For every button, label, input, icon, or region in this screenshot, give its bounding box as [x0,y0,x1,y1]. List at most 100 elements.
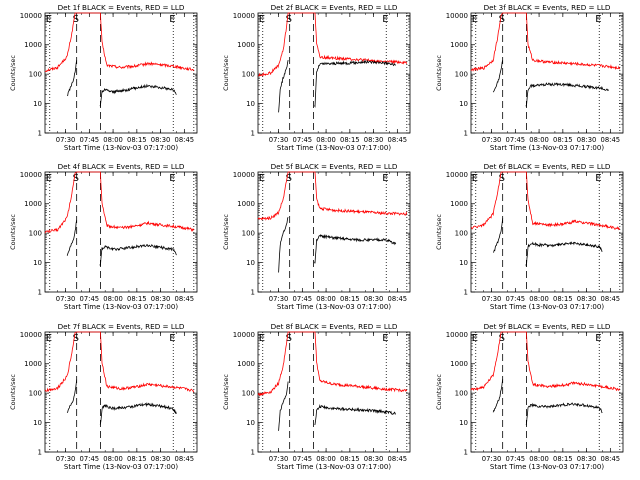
x-axis-label: Start Time (13-Nov-03 07:17:00) [490,463,604,471]
series-events-line [278,381,397,431]
y-tick-label: 1 [251,130,255,138]
x-axis-label: Start Time (13-Nov-03 07:17:00) [277,144,391,152]
chart-panel-3: Det 3f BLACK = Events, RED = LLD Counts/s… [435,3,624,152]
y-axis-label: Counts/sec [9,214,17,250]
marker-label: E [382,14,388,25]
y-tick-label: 10000 [446,171,468,179]
series-lld-line [470,331,621,392]
series-events-line [67,60,177,108]
y-tick-label: 1 [38,130,42,138]
x-tick-label: 08:15 [553,455,573,463]
y-tick-label: 10000 [20,331,42,339]
chart-panel-8: Det 8f BLACK = Events, RED = LLD Counts/s… [222,322,411,471]
marker-label: E [472,14,478,25]
series-events-line [492,379,603,426]
y-tick-label: 10 [246,419,255,427]
y-tick-label: 10000 [20,171,42,179]
marker-label: E [46,333,52,344]
x-tick-label: 08:30 [151,295,171,303]
y-axis-label: Counts/sec [222,374,230,410]
x-tick-label: 08:15 [340,455,360,463]
y-tick-label: 1000 [450,200,468,208]
marker-label: E [169,333,175,344]
chart-title: Det 7f BLACK = Events, RED = LLD [58,322,185,331]
x-tick-label: 08:45 [601,136,621,144]
x-tick-label: 08:15 [340,136,360,144]
marker-label: E [259,173,265,184]
y-axis-label: Counts/sec [435,374,443,410]
x-tick-label: 08:00 [316,136,336,144]
x-tick-label: 08:00 [316,295,336,303]
x-tick-label: 08:00 [103,455,123,463]
y-tick-label: 100 [242,230,255,238]
y-tick-label: 10 [246,259,255,267]
x-tick-label: 08:00 [529,455,549,463]
marker-label: E [595,173,601,184]
x-tick-label: 08:15 [553,295,573,303]
series-events-line [278,59,396,113]
chart-panel-6: Det 6f BLACK = Events, RED = LLD Counts/s… [435,162,624,311]
marker-label: S [73,173,79,184]
x-tick-label: 07:45 [80,295,100,303]
y-tick-label: 100 [455,71,468,79]
marker-label: S [73,333,79,344]
x-tick-label: 07:45 [506,455,526,463]
y-tick-label: 10000 [20,12,42,20]
plot-frame [470,12,624,134]
x-tick-label: 08:15 [127,455,147,463]
y-axis-label: Counts/sec [435,214,443,250]
chart-title: Det 8f BLACK = Events, RED = LLD [271,322,398,331]
x-tick-label: 07:30 [269,455,289,463]
x-tick-label: 07:45 [293,295,313,303]
y-axis-label: Counts/sec [9,374,17,410]
series-events-line [492,59,610,107]
y-tick-label: 10000 [233,12,255,20]
y-tick-label: 1000 [24,41,42,49]
plot-frame [470,171,624,293]
x-axis-label: Start Time (13-Nov-03 07:17:00) [490,144,604,152]
plot-frame [257,331,411,453]
plot-frame [470,331,624,453]
x-tick-label: 08:15 [127,136,147,144]
x-axis-label: Start Time (13-Nov-03 07:17:00) [490,303,604,311]
series-lld-line [44,12,195,73]
x-axis-label: Start Time (13-Nov-03 07:17:00) [64,144,178,152]
x-tick-label: 08:15 [127,295,147,303]
y-tick-label: 1000 [237,41,255,49]
marker-label: E [382,173,388,184]
series-events-line [66,219,177,267]
y-tick-label: 100 [29,71,42,79]
x-tick-label: 08:15 [340,295,360,303]
marker-label: S [286,173,292,184]
series-lld-line [257,171,408,221]
x-tick-label: 07:30 [482,136,502,144]
y-tick-label: 100 [455,230,468,238]
plot-frame [44,12,198,134]
marker-label: E [259,333,265,344]
marker-label: E [382,333,388,344]
x-tick-label: 08:45 [388,136,408,144]
y-tick-label: 100 [29,390,42,398]
y-tick-label: 1000 [24,200,42,208]
y-axis-label: Counts/sec [9,55,17,91]
series-lld-line [44,331,195,393]
y-tick-label: 1 [251,289,255,297]
series-events-line [66,379,177,425]
x-tick-label: 08:30 [577,455,597,463]
x-tick-label: 08:00 [103,295,123,303]
x-tick-label: 08:45 [601,455,621,463]
y-tick-label: 10 [33,419,42,427]
y-tick-label: 10 [459,100,468,108]
marker-label: E [169,14,175,25]
x-tick-label: 08:45 [175,455,195,463]
series-events-line [278,217,397,273]
chart-title: Det 1f BLACK = Events, RED = LLD [58,3,185,12]
y-tick-label: 1000 [24,360,42,368]
y-tick-label: 1000 [237,200,255,208]
plot-frame [257,12,411,134]
chart-panel-4: Det 4f BLACK = Events, RED = LLD Counts/s… [9,162,198,311]
x-tick-label: 08:30 [577,295,597,303]
marker-label: S [499,14,505,25]
marker-label: E [472,333,478,344]
y-tick-label: 10000 [233,171,255,179]
